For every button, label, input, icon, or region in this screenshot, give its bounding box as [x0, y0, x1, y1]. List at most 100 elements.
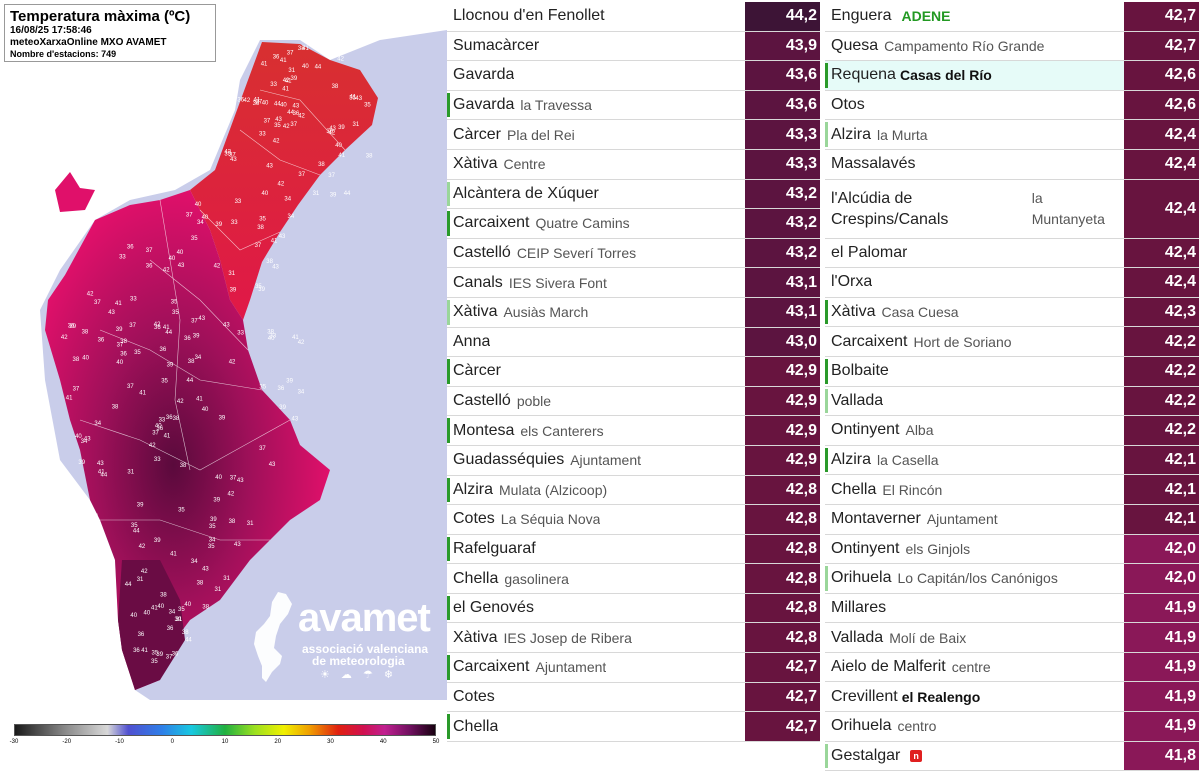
station-value-label[interactable]: 35: [152, 651, 159, 657]
station-town[interactable]: Xàtiva: [453, 155, 498, 173]
station-town[interactable]: Gavarda: [453, 66, 515, 84]
station-value-label[interactable]: 31: [247, 521, 254, 527]
station-value-label[interactable]: 34: [298, 389, 305, 395]
station-town[interactable]: Orihuela: [831, 717, 892, 735]
station-value-label[interactable]: 36: [184, 336, 191, 342]
station-value-label[interactable]: 40: [130, 613, 137, 619]
station-value-label[interactable]: 35: [349, 96, 356, 102]
station-value-label[interactable]: 37: [186, 212, 193, 218]
station-value-label[interactable]: 33: [154, 457, 161, 463]
station-value-label[interactable]: 43: [198, 316, 205, 322]
station-value-label[interactable]: 39: [215, 222, 222, 228]
station-value-label[interactable]: 39: [78, 460, 85, 466]
station-location[interactable]: Centre: [503, 156, 546, 173]
station-value-label[interactable]: 35: [134, 350, 141, 356]
station-town[interactable]: Rafelguaraf: [453, 539, 536, 557]
station-value-label[interactable]: 37: [152, 430, 159, 436]
station-row[interactable]: Gavarda 43,6: [447, 61, 820, 91]
station-location[interactable]: la Casella: [877, 452, 939, 469]
station-value-label[interactable]: 34: [288, 214, 295, 220]
station-value-label[interactable]: 34: [195, 355, 202, 361]
station-value-label[interactable]: 36: [156, 426, 163, 432]
station-town[interactable]: Cotes: [453, 687, 495, 705]
station-value-label[interactable]: 39: [258, 287, 265, 293]
station-value-label[interactable]: 37: [259, 446, 266, 452]
station-value-label[interactable]: 42: [87, 292, 94, 298]
station-location[interactable]: CEIP Severí Torres: [516, 245, 637, 262]
station-town[interactable]: Alzira: [831, 125, 872, 143]
station-value-label[interactable]: 40: [262, 100, 269, 106]
station-town[interactable]: Montesa: [453, 421, 515, 439]
station-value-label[interactable]: 40: [195, 202, 202, 208]
station-row[interactable]: Càrcer 42,9: [447, 357, 820, 387]
station-value-label[interactable]: 37: [328, 173, 335, 179]
station-value-label[interactable]: 37: [73, 386, 80, 392]
station-value-label[interactable]: 40: [157, 604, 164, 610]
station-value-label[interactable]: 37: [298, 172, 305, 178]
station-row[interactable]: Xàtiva IES Josep de Ribera 42,8: [447, 623, 820, 654]
station-town[interactable]: Ontinyent: [831, 421, 900, 439]
station-value-label[interactable]: 41: [66, 395, 73, 401]
station-value-label[interactable]: 33: [237, 330, 244, 336]
station-value-label[interactable]: 42: [214, 263, 221, 269]
station-town[interactable]: Chella: [831, 480, 877, 498]
station-value-label[interactable]: 44: [133, 529, 140, 535]
station-location[interactable]: IES Sivera Font: [508, 274, 607, 291]
station-town[interactable]: Bolbaite: [831, 362, 889, 380]
station-value-label[interactable]: 35: [191, 236, 198, 242]
station-value-label[interactable]: 40: [82, 356, 89, 362]
station-value-label[interactable]: 34: [209, 537, 216, 543]
station-value-label[interactable]: 42: [298, 114, 305, 120]
station-value-label[interactable]: 35: [259, 216, 266, 222]
station-value-label[interactable]: 35: [178, 507, 185, 513]
station-location[interactable]: Campamento Río Grande: [884, 37, 1045, 54]
station-value-label[interactable]: 40: [116, 360, 123, 366]
station-town[interactable]: Alcàntera de Xúquer: [453, 184, 599, 202]
station-value-label[interactable]: 41: [254, 98, 261, 104]
station-row[interactable]: Carcaixent Hort de Soriano 42,2: [825, 327, 1199, 357]
station-value-label[interactable]: 38: [160, 593, 167, 599]
station-value-label[interactable]: 36: [253, 101, 260, 107]
station-value-label[interactable]: 35: [178, 607, 185, 613]
temperature-map[interactable]: 34 37 36 35 33 38 39 40 41 42 43 44 37 36 35 31 38 39 41 40…: [0, 0, 447, 700]
station-value-label[interactable]: 35: [209, 524, 216, 530]
station-value-label[interactable]: 43: [108, 310, 115, 316]
station-row[interactable]: l'Alcúdia de Crespins/Canals la Muntanyet…: [825, 179, 1199, 239]
station-value-label[interactable]: 36: [273, 55, 280, 61]
station-town[interactable]: Otos: [831, 96, 865, 114]
station-value-label[interactable]: 40: [335, 143, 342, 149]
station-value-label[interactable]: 43: [97, 461, 104, 467]
station-town[interactable]: Requena: [831, 66, 896, 84]
station-value-label[interactable]: 37: [230, 475, 237, 481]
station-value-label[interactable]: 40: [169, 256, 176, 262]
station-value-label[interactable]: 39: [116, 327, 123, 333]
station-value-label[interactable]: 43: [237, 478, 244, 484]
station-value-label[interactable]: 35: [259, 384, 266, 390]
station-location[interactable]: Casas del Río: [899, 67, 992, 84]
station-value-label[interactable]: 31: [215, 587, 222, 593]
station-value-label[interactable]: 43: [329, 126, 336, 132]
station-value-label[interactable]: 42: [154, 322, 161, 328]
station-value-label[interactable]: 42: [139, 544, 146, 550]
station-value-label[interactable]: 36: [127, 244, 134, 250]
station-town[interactable]: Gestalgar: [831, 746, 901, 764]
station-value-label[interactable]: 36: [293, 111, 300, 117]
station-value-label[interactable]: 41: [280, 58, 287, 64]
station-value-label[interactable]: 41: [98, 469, 105, 475]
station-value-label[interactable]: 38: [73, 357, 80, 363]
station-value-label[interactable]: 44: [344, 191, 351, 197]
station-location[interactable]: la Travessa: [520, 97, 592, 114]
station-value-label[interactable]: 34: [81, 439, 88, 445]
station-town[interactable]: Càrcer: [453, 125, 502, 143]
station-value-label[interactable]: 39: [210, 517, 217, 523]
station-value-label[interactable]: 39: [213, 498, 220, 504]
station-value-label[interactable]: 38: [332, 84, 339, 90]
station-town[interactable]: Massalavés: [831, 155, 916, 173]
station-town[interactable]: Castelló: [453, 244, 511, 262]
station-town[interactable]: Anna: [453, 332, 491, 350]
station-town[interactable]: Alzira: [453, 480, 494, 498]
station-value-label[interactable]: 38: [173, 416, 180, 422]
station-value-label[interactable]: 39: [69, 324, 76, 330]
station-location[interactable]: Hort de Soriano: [913, 333, 1012, 350]
station-location[interactable]: gasolinera: [504, 570, 569, 587]
